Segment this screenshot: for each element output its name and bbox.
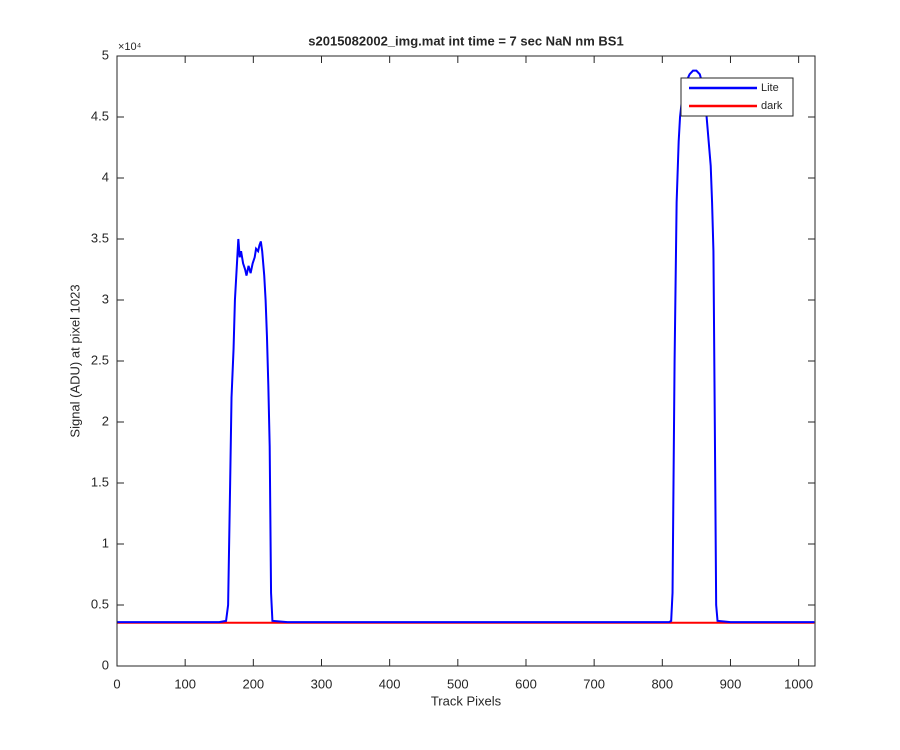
chart-title: s2015082002_img.mat int time = 7 sec NaN… (308, 33, 623, 48)
y-tick-label: 3.5 (91, 230, 109, 245)
legend-box (680, 77, 794, 117)
x-tick-label: 600 (515, 676, 537, 691)
x-tick-label: 400 (379, 676, 401, 691)
y-tick-label: 0 (102, 657, 109, 672)
y-tick-label: 4.5 (91, 108, 109, 123)
y-exponent-label: ×10⁴ (118, 41, 142, 53)
x-tick-label: 900 (720, 676, 742, 691)
y-tick-label: 1.5 (91, 474, 109, 489)
x-tick-label: 800 (651, 676, 673, 691)
x-tick-label: 100 (174, 676, 196, 691)
y-axis-label: Signal (ADU) at pixel 1023 (67, 284, 82, 437)
y-tick-label: 2.5 (91, 352, 109, 367)
legend-label: dark (761, 100, 783, 112)
x-tick-label: 1000 (784, 676, 813, 691)
y-tick-label: 5 (102, 47, 109, 62)
plot-frame (116, 55, 816, 667)
x-tick-label: 0 (113, 676, 120, 691)
x-tick-label: 700 (583, 676, 605, 691)
y-tick-label: 4 (102, 169, 109, 184)
y-tick-label: 3 (102, 291, 109, 306)
x-tick-label: 500 (447, 676, 469, 691)
x-axis-label: Track Pixels (431, 693, 502, 708)
x-tick-label: 200 (242, 676, 264, 691)
x-tick-label: 300 (311, 676, 333, 691)
y-tick-label: 1 (102, 535, 109, 550)
y-tick-label: 2 (102, 413, 109, 428)
y-tick-label: 0.5 (91, 596, 109, 611)
legend-label: Lite (761, 82, 779, 94)
